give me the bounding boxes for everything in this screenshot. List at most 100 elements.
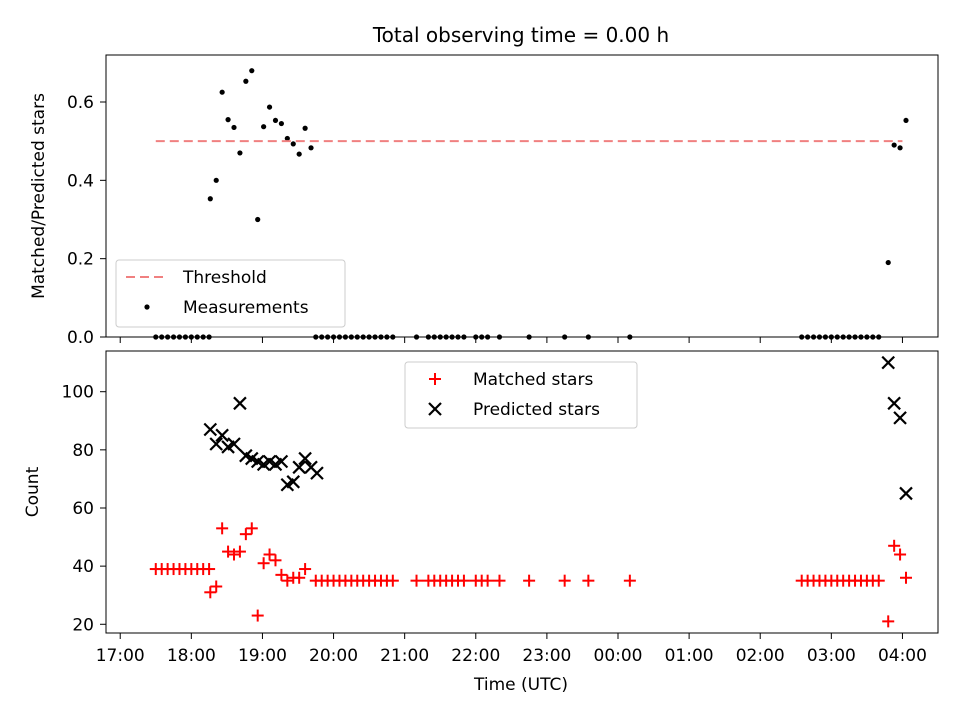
legend-threshold-label: Threshold — [182, 268, 267, 288]
x-tick-label: 17:00 — [96, 646, 145, 666]
matched-stars-point — [900, 571, 912, 584]
measurement-point — [213, 177, 219, 183]
x-tick-label: 23:00 — [522, 646, 571, 666]
measurement-point — [261, 124, 267, 130]
predicted-stars-point — [887, 396, 901, 411]
legend-matched-label: Matched stars — [473, 370, 593, 390]
matched-stars-point — [293, 571, 306, 584]
matched-stars-point — [882, 615, 895, 628]
matched-stars-point — [457, 574, 470, 587]
measurement-point — [891, 142, 897, 148]
matched-stars-point — [281, 574, 294, 587]
matched-stars-point — [493, 574, 506, 587]
matched-stars-point — [269, 554, 282, 567]
y-tick-label: 80 — [72, 441, 94, 461]
matched-stars-point — [888, 539, 901, 552]
top-legend: Threshold Measurements — [115, 259, 346, 328]
y-tick-label: 0.4 — [67, 171, 94, 191]
predicted-stars-point — [881, 355, 896, 370]
matched-stars-point — [204, 586, 217, 599]
matched-stars-point — [275, 568, 288, 581]
matched-stars-point — [263, 548, 276, 561]
bottom-plot-frame — [105, 350, 939, 634]
x-tick-label: 02:00 — [736, 646, 785, 666]
top-legend-box — [115, 259, 346, 328]
matched-stars-point — [257, 557, 270, 570]
y-tick-label: 40 — [72, 557, 94, 577]
top-plot-frame — [105, 54, 939, 338]
matched-stars-point — [203, 563, 216, 576]
measurement-point — [302, 125, 308, 131]
x-tick-label: 20:00 — [309, 646, 358, 666]
measurement-point — [272, 117, 279, 124]
matched-stars-point — [523, 574, 536, 587]
top-y-axis-label: Matched/Predicted stars — [29, 93, 49, 299]
measurement-point — [266, 104, 273, 110]
measurement-point — [237, 150, 243, 156]
matched-stars-point — [623, 574, 636, 587]
measurement-point — [255, 216, 261, 223]
matched-stars-point — [222, 545, 235, 558]
matched-stars-point — [228, 548, 240, 561]
matched-stars-point — [481, 574, 494, 587]
legend-plus-marker — [429, 373, 441, 385]
x-tick-label: 19:00 — [238, 646, 287, 666]
x-axis-label: Time (UTC) — [473, 675, 568, 695]
chart-title: Total observing time = 0.00 h — [372, 23, 669, 47]
matched-stars-point — [233, 545, 246, 558]
y-tick-label: 0.2 — [67, 250, 94, 270]
bottom-count-points — [149, 355, 913, 628]
predicted-stars-point — [209, 437, 224, 451]
predicted-stars-point — [292, 460, 306, 475]
predicted-stars-point — [233, 396, 247, 411]
top-y-ticks: 0.0 0.2 0.4 0.6 — [67, 93, 106, 348]
y-tick-label: 0.0 — [67, 328, 94, 348]
matched-stars-point — [894, 548, 907, 561]
legend-measurements-swatch — [144, 304, 150, 310]
predicted-stars-point — [899, 486, 913, 501]
measurement-point — [308, 145, 314, 151]
measurement-point — [290, 141, 296, 147]
bottom-x-ticks: 17:00 18:00 19:00 20:00 21:00 22:00 23:00 00:00… — [96, 633, 927, 666]
legend-measurements-label: Measurements — [183, 298, 309, 318]
x-tick-label: 03:00 — [807, 646, 856, 666]
measurement-point — [231, 124, 237, 131]
x-tick-label: 01:00 — [665, 646, 714, 666]
y-tick-label: 20 — [72, 615, 94, 635]
measurement-point — [885, 259, 891, 266]
measurement-point — [243, 78, 249, 84]
legend-x-marker — [428, 402, 442, 416]
measurement-point — [897, 145, 903, 151]
y-tick-label: 60 — [72, 499, 94, 519]
matched-stars-point — [251, 609, 264, 622]
x-tick-label: 00:00 — [594, 646, 643, 666]
matched-stars-point — [872, 574, 885, 587]
measurement-point — [207, 196, 213, 202]
bottom-y-ticks: 20 40 60 80 100 — [62, 383, 106, 635]
matched-stars-point — [386, 574, 399, 587]
predicted-stars-point — [203, 422, 218, 437]
top-x-ticks — [119, 337, 903, 343]
x-tick-label: 21:00 — [380, 646, 429, 666]
legend-matched-swatch — [429, 373, 441, 385]
x-tick-label: 18:00 — [167, 646, 216, 666]
measurement-point — [219, 89, 225, 95]
measurement-point — [249, 68, 255, 74]
measurement-point — [296, 151, 302, 157]
measurement-point — [278, 120, 285, 127]
matched-stars-point — [299, 563, 312, 576]
measurement-point — [903, 117, 909, 124]
y-tick-label: 100 — [62, 383, 94, 403]
legend-predicted-swatch — [428, 402, 442, 416]
matched-stars-point — [410, 574, 423, 587]
x-tick-label: 22:00 — [451, 646, 500, 666]
y-tick-label: 0.6 — [67, 93, 94, 113]
matched-stars-point — [558, 574, 571, 587]
bottom-legend: Matched stars Predicted stars — [404, 361, 638, 429]
matched-stars-point — [216, 522, 229, 535]
predicted-stars-point — [274, 454, 289, 469]
matched-stars-point — [245, 522, 258, 535]
predicted-stars-point — [227, 437, 241, 451]
bottom-legend-box — [404, 361, 638, 429]
